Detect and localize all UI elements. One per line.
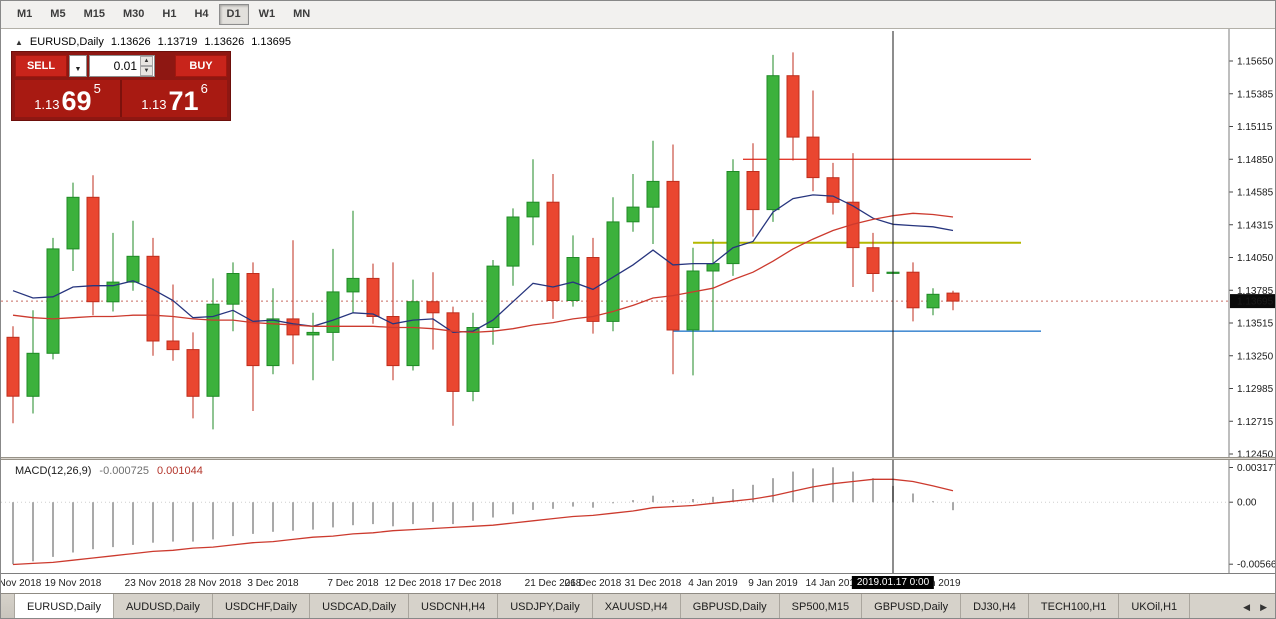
- symbol-tab-4[interactable]: USDCNH,H4: [409, 594, 499, 618]
- svg-text:1.13695: 1.13695: [1237, 297, 1274, 308]
- timeframe-button-m5[interactable]: M5: [42, 4, 73, 25]
- svg-text:1.14315: 1.14315: [1237, 220, 1274, 231]
- timeframe-toolbar: M1 M5 M15 M30 H1 H4 D1 W1 MN: [1, 1, 1275, 29]
- tabs-scroll-right-button[interactable]: ▶: [1256, 600, 1271, 615]
- symbol-tab-0[interactable]: EURUSD,Daily: [15, 594, 114, 618]
- symbol-tab-6[interactable]: XAUUSD,H4: [593, 594, 681, 618]
- timeframe-button-m15[interactable]: M15: [76, 4, 113, 25]
- symbol-tab-11[interactable]: TECH100,H1: [1029, 594, 1120, 618]
- macd-name: MACD(12,26,9): [15, 465, 92, 477]
- symbol-tab-5[interactable]: USDJPY,Daily: [498, 594, 593, 618]
- symbol-tab-12[interactable]: UKOil,H1: [1119, 594, 1191, 618]
- timeframe-button-m30[interactable]: M30: [115, 4, 152, 25]
- date-axis-label: 14 Nov 2018: [0, 578, 42, 589]
- symbol-tab-10[interactable]: DJ30,H4: [961, 594, 1029, 618]
- date-axis-label: 7 Dec 2018: [327, 578, 379, 589]
- buy-price-pip-digit: 6: [200, 81, 208, 96]
- tabs-scroll-left-button[interactable]: ◀: [1239, 600, 1254, 615]
- lot-decrease-button[interactable]: ▼: [140, 66, 153, 76]
- symbol-tabs-bar: EURUSD,Daily AUDUSD,Daily USDCHF,Daily USDC…: [1, 593, 1275, 618]
- timeframe-button-h1[interactable]: H1: [154, 4, 184, 25]
- date-axis-label: 23 Nov 2018: [124, 578, 182, 589]
- chart-ohlc-header: ▲ EURUSD,Daily 1.13626 1.13719 1.13626 1…: [15, 36, 291, 48]
- macd-main-value: -0.000725: [99, 465, 149, 477]
- sell-price-pip-digit: 5: [93, 81, 101, 96]
- one-click-trading-panel: SELL ▼ ▲ ▼ BUY 1.13 69 5 1.1: [11, 51, 231, 121]
- date-axis-label: 28 Nov 2018: [184, 578, 242, 589]
- date-axis-label: 9 Jan 2019: [748, 578, 798, 589]
- macd-signal-value: 0.001044: [156, 465, 203, 477]
- timeframe-button-h4[interactable]: H4: [186, 4, 216, 25]
- sell-price-button[interactable]: 1.13 69 5: [15, 80, 120, 117]
- svg-text:0.00: 0.00: [1237, 498, 1257, 509]
- svg-text:1.12985: 1.12985: [1237, 384, 1274, 395]
- tabs-scroll-arrows: ◀ ▶: [1239, 594, 1275, 618]
- one-click-toggle-icon[interactable]: ▲: [15, 37, 23, 47]
- date-axis-label: 17 Dec 2018: [444, 578, 502, 589]
- symbol-tab-8[interactable]: SP500,M15: [780, 594, 863, 618]
- tabs-corner-icon: [1, 594, 15, 618]
- svg-text:1.15650: 1.15650: [1237, 57, 1274, 68]
- sell-button[interactable]: SELL: [15, 55, 67, 77]
- tabs-list: EURUSD,Daily AUDUSD,Daily USDCHF,Daily USDC…: [15, 594, 1191, 618]
- svg-text:1.14050: 1.14050: [1237, 253, 1274, 264]
- svg-text:1.14850: 1.14850: [1237, 155, 1274, 166]
- symbol-period-label: EURUSD,Daily: [29, 36, 104, 48]
- svg-text:1.15385: 1.15385: [1237, 89, 1274, 100]
- symbol-tab-2[interactable]: USDCHF,Daily: [213, 594, 311, 618]
- timeframe-button-w1[interactable]: W1: [251, 4, 284, 25]
- lot-size-field: ▲ ▼: [89, 55, 155, 77]
- date-axis-label: 12 Dec 2018: [384, 578, 442, 589]
- date-axis-label: 21 Dec 2018: [524, 578, 582, 589]
- panel-splitter[interactable]: [1, 457, 1275, 460]
- timeframe-button-m1[interactable]: M1: [9, 4, 40, 25]
- date-axis-label: 14 Jan 2019: [805, 578, 861, 589]
- buy-price-big-digits: 71: [168, 86, 199, 117]
- buy-button[interactable]: BUY: [175, 55, 227, 77]
- timeframe-button-d1[interactable]: D1: [218, 3, 249, 26]
- symbol-tab-3[interactable]: USDCAD,Daily: [310, 594, 410, 618]
- svg-text:-0.005669: -0.005669: [1237, 560, 1276, 571]
- chart-area: 1.15650 1.15385 1.15115 1.14850 1.14585 1.143…: [0, 29, 1276, 593]
- sell-price-prefix: 1.13: [34, 97, 60, 112]
- svg-text:0.003177: 0.003177: [1237, 463, 1276, 474]
- date-axis-label: 19 Nov 2018: [44, 578, 102, 589]
- buy-price-prefix: 1.13: [141, 97, 167, 112]
- sell-price-big-digits: 69: [61, 86, 92, 117]
- symbol-tab-9[interactable]: GBPUSD,Daily: [862, 594, 962, 618]
- low-value: 1.13626: [204, 36, 245, 48]
- date-axis-label: 3 Dec 2018: [247, 578, 299, 589]
- open-value: 1.13626: [110, 36, 151, 48]
- buy-price-button[interactable]: 1.13 71 6: [120, 80, 227, 117]
- lot-size-input[interactable]: [90, 56, 140, 76]
- date-axis-label: 4 Jan 2019: [688, 578, 738, 589]
- main-price-chart-canvas[interactable]: 1.15650 1.15385 1.15115 1.14850 1.14585 1.143…: [1, 29, 1276, 459]
- timeframe-button-mn[interactable]: MN: [285, 4, 318, 25]
- close-value: 1.13695: [251, 36, 291, 48]
- lot-spinner: ▲ ▼: [140, 56, 153, 76]
- symbol-tab-1[interactable]: AUDUSD,Daily: [114, 594, 213, 618]
- high-value: 1.13719: [157, 36, 198, 48]
- svg-text:1.13785: 1.13785: [1237, 286, 1274, 297]
- symbol-tab-7[interactable]: GBPUSD,Daily: [681, 594, 780, 618]
- date-axis-label: 26 Dec 2018: [564, 578, 622, 589]
- date-axis-label: 31 Dec 2018: [624, 578, 682, 589]
- vline-date-tag: 2019.01.17 0:00: [851, 576, 935, 589]
- svg-text:1.14585: 1.14585: [1237, 188, 1274, 199]
- svg-text:1.15115: 1.15115: [1237, 122, 1273, 133]
- lot-increase-button[interactable]: ▲: [140, 56, 153, 66]
- svg-text:1.13515: 1.13515: [1237, 319, 1274, 330]
- svg-text:1.12715: 1.12715: [1237, 417, 1274, 428]
- chevron-down-icon: ▼: [74, 65, 82, 73]
- svg-text:1.12450: 1.12450: [1237, 450, 1274, 460]
- svg-text:1.13250: 1.13250: [1237, 351, 1274, 362]
- order-type-dropdown[interactable]: ▼: [69, 55, 87, 77]
- macd-subwindow-canvas[interactable]: 0.003177 0.00 -0.005669: [1, 460, 1276, 574]
- macd-indicator-label: MACD(12,26,9) -0.000725 0.001044: [15, 465, 203, 477]
